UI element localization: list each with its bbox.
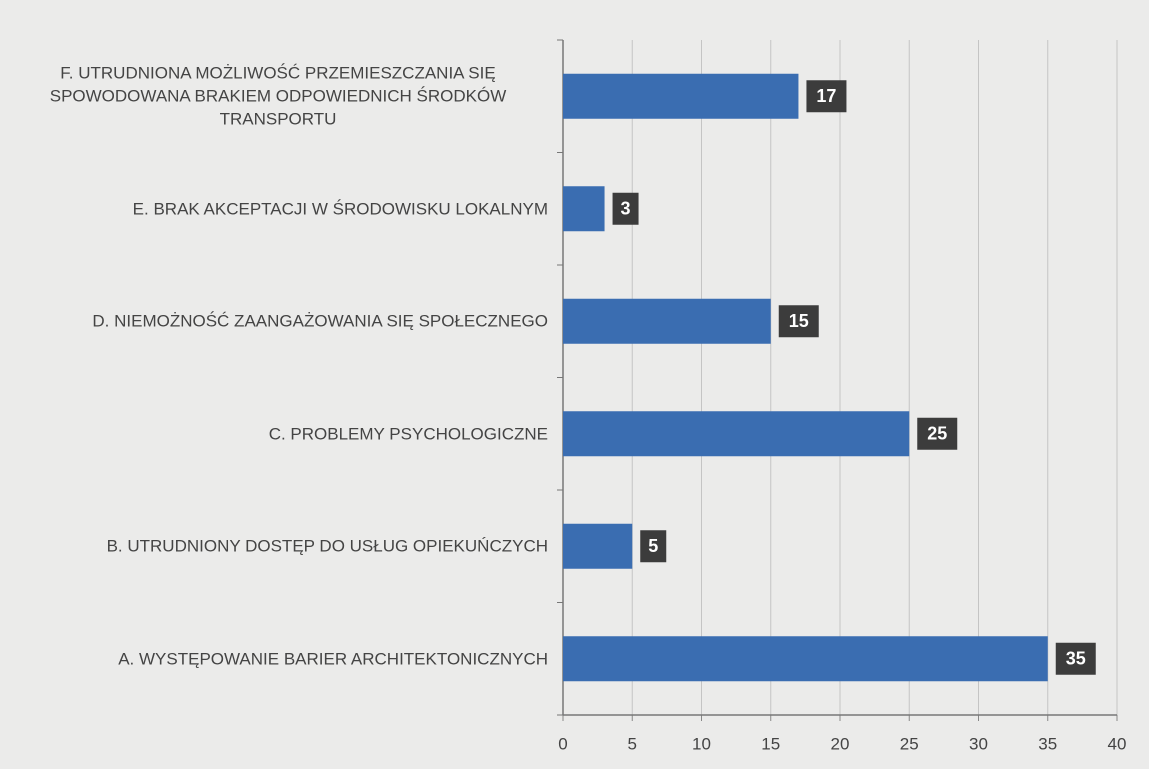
bar (563, 411, 910, 457)
value-label-box (640, 530, 667, 563)
value-label-box (917, 417, 958, 450)
x-tick-label: 5 (628, 734, 637, 753)
bar (563, 298, 771, 344)
y-tick-label: E. BRAK AKCEPTACJI W ŚRODOWISKU LOKALNYM (8, 197, 548, 220)
value-label: 5 (648, 536, 658, 556)
value-label-box (1055, 642, 1096, 675)
value-label: 35 (1066, 649, 1086, 669)
value-label-box (778, 305, 819, 338)
x-tick-label: 25 (900, 734, 919, 753)
x-tick-label: 30 (969, 734, 988, 753)
y-tick-label: B. UTRUDNIONY DOSTĘP DO USŁUG OPIEKUŃCZY… (8, 535, 548, 558)
category-text: F. UTRUDNIONA MOŻLIWOŚĆ PRZEMIESZCZANIA … (49, 63, 507, 129)
y-tick-label: C. PROBLEMY PSYCHOLOGICZNE (8, 422, 548, 445)
category-text: B. UTRUDNIONY DOSTĘP DO USŁUG OPIEKUŃCZY… (106, 536, 548, 556)
category-text: A. WYSTĘPOWANIE BARIER ARCHITEKTONICZNYC… (118, 649, 548, 669)
x-tick-label: 20 (831, 734, 850, 753)
value-label: 25 (927, 424, 947, 444)
category-text: C. PROBLEMY PSYCHOLOGICZNE (268, 424, 548, 444)
x-tick-label: 35 (1038, 734, 1057, 753)
value-label-box (806, 80, 847, 113)
bar (563, 73, 799, 119)
y-tick-label: D. NIEMOŻNOŚĆ ZAANGAŻOWANIA SIĘ SPOŁECZN… (8, 310, 548, 333)
y-tick-label: F. UTRUDNIONA MOŻLIWOŚĆ PRZEMIESZCZANIA … (8, 62, 548, 131)
value-label: 15 (789, 311, 809, 331)
value-label: 3 (621, 199, 631, 219)
x-tick-label: 40 (1108, 734, 1127, 753)
y-tick-label: A. WYSTĘPOWANIE BARIER ARCHITEKTONICZNYC… (8, 647, 548, 670)
bar (563, 523, 633, 569)
x-tick-label: 15 (761, 734, 780, 753)
value-label: 17 (816, 86, 836, 106)
value-label-box (612, 192, 639, 225)
bar (563, 636, 1048, 682)
category-text: E. BRAK AKCEPTACJI W ŚRODOWISKU LOKALNYM (132, 199, 548, 219)
category-text: D. NIEMOŻNOŚĆ ZAANGAŻOWANIA SIĘ SPOŁECZN… (92, 311, 548, 331)
bar (563, 186, 605, 232)
x-tick-label: 10 (692, 734, 711, 753)
x-tick-label: 0 (558, 734, 567, 753)
